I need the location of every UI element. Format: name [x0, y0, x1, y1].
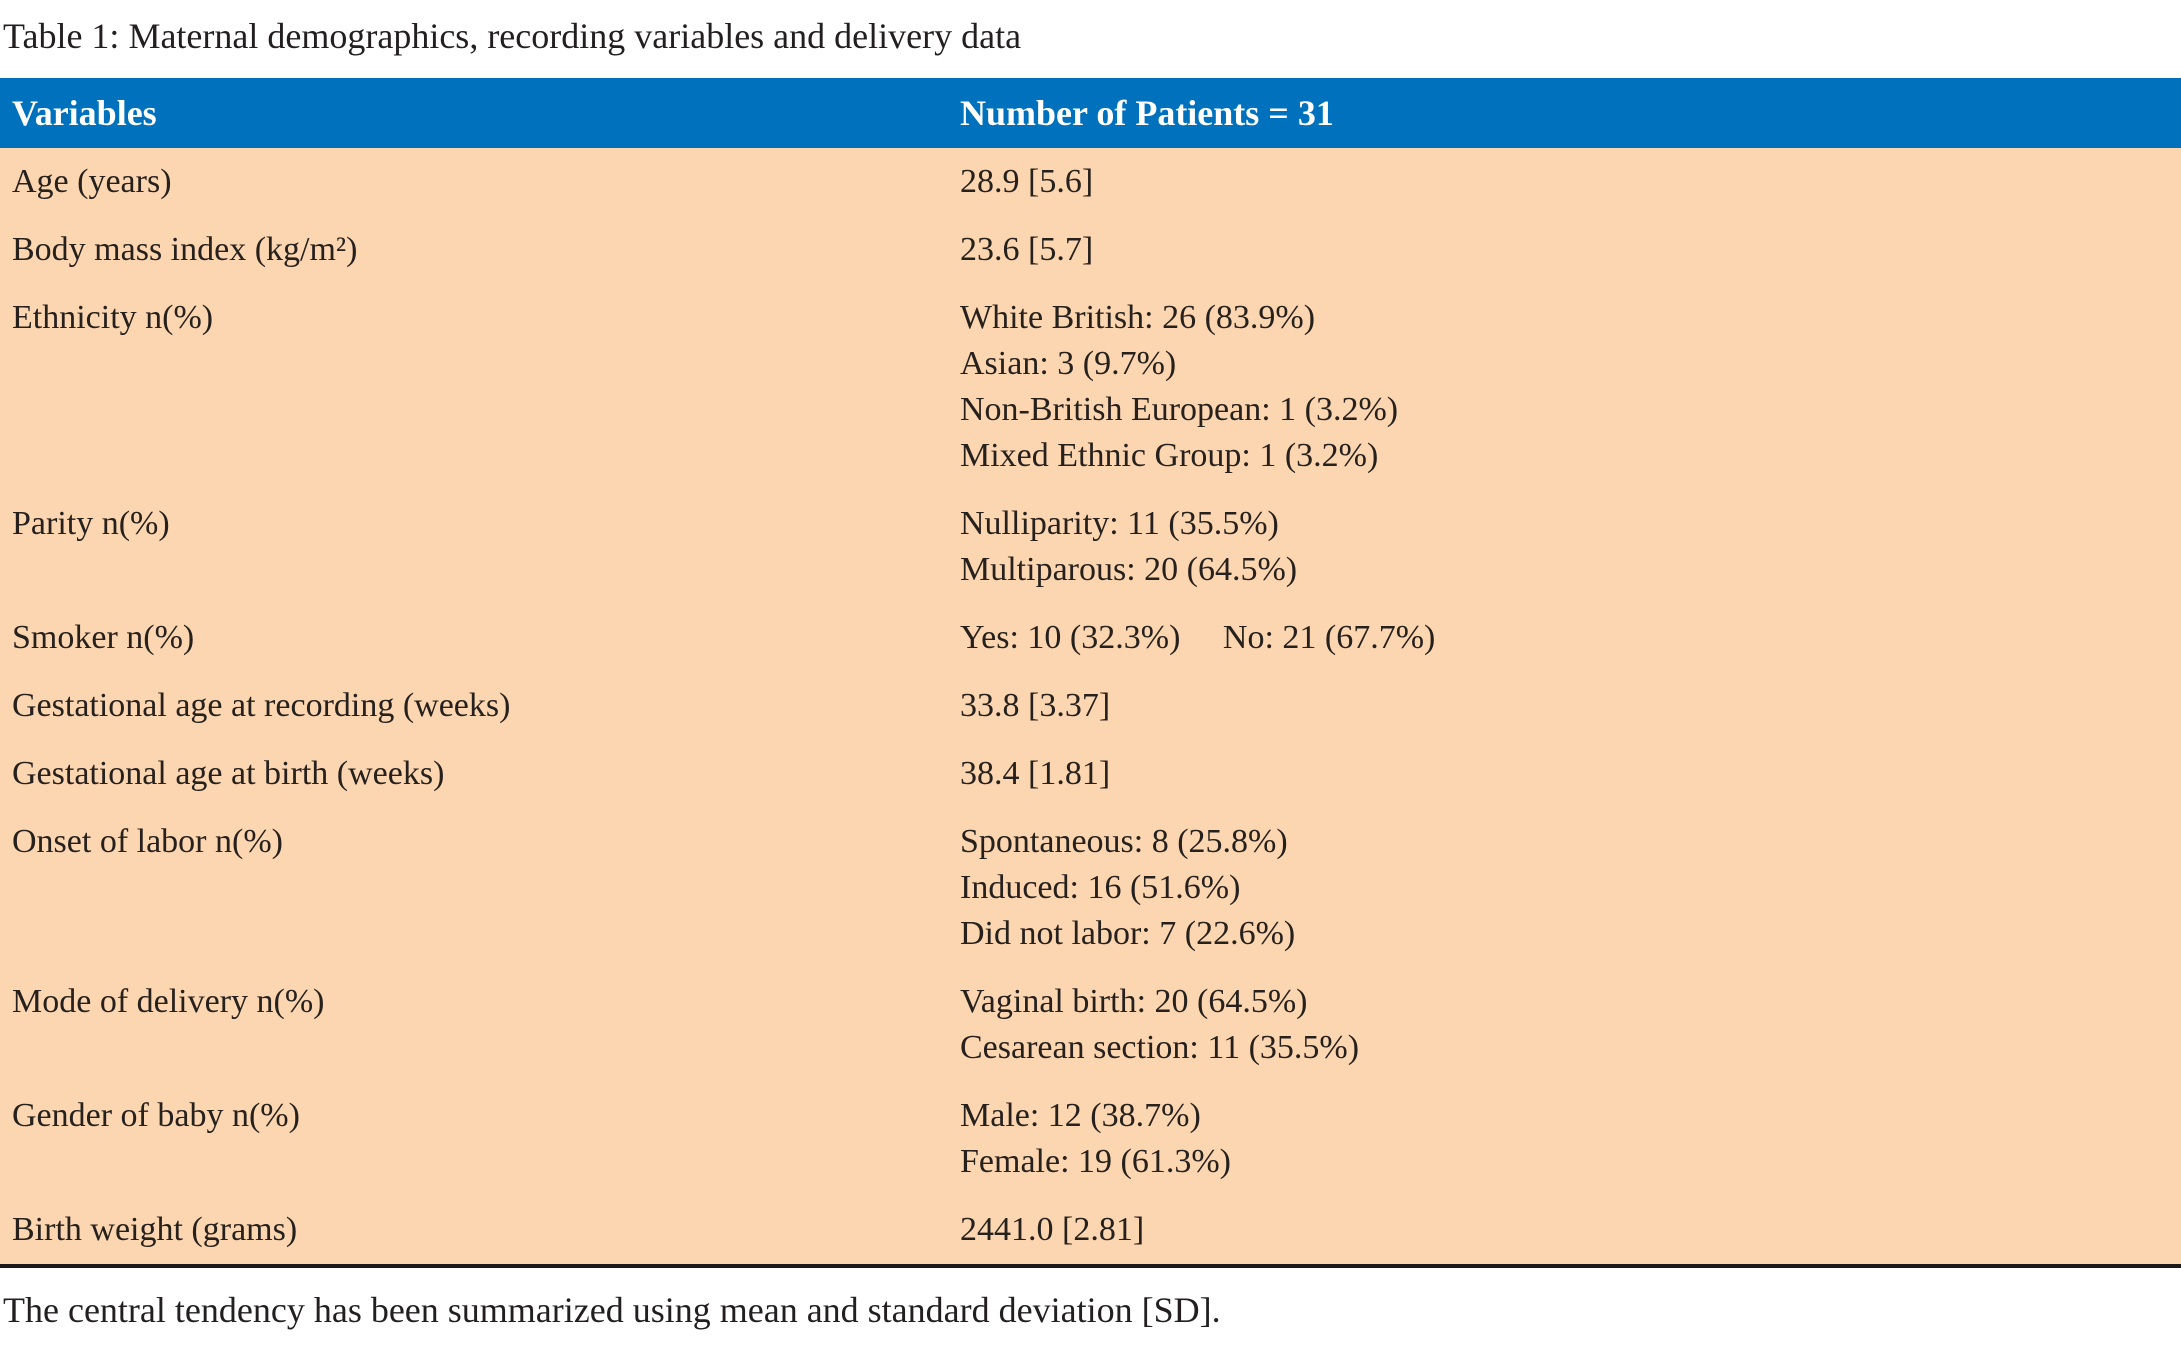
column-header-patient-count: Number of Patients = 31 — [948, 78, 2181, 148]
table-row: Age (years) 28.9 [5.6] — [0, 148, 2181, 216]
table-row: Mode of delivery n(%) Vaginal birth: 20 … — [0, 968, 2181, 1082]
table-row: Ethnicity n(%) White British: 26 (83.9%)… — [0, 284, 2181, 490]
column-header-variables: Variables — [0, 78, 948, 148]
row-value: Male: 12 (38.7%) Female: 19 (61.3%) — [948, 1082, 2181, 1196]
row-value: Nulliparity: 11 (35.5%) Multiparous: 20 … — [948, 490, 2181, 604]
row-value: 28.9 [5.6] — [948, 148, 2181, 216]
row-value: White British: 26 (83.9%) Asian: 3 (9.7%… — [948, 284, 2181, 490]
row-label: Gestational age at recording (weeks) — [0, 672, 948, 740]
table-footnote: The central tendency has been summarized… — [3, 1290, 1221, 1330]
row-label: Parity n(%) — [0, 490, 948, 604]
row-label: Onset of labor n(%) — [0, 808, 948, 968]
page-title: Table 1: Maternal demographics, recordin… — [3, 16, 1022, 56]
table-row: Body mass index (kg/m²) 23.6 [5.7] — [0, 216, 2181, 284]
row-label: Birth weight (grams) — [0, 1196, 948, 1266]
table-row: Gender of baby n(%) Male: 12 (38.7%) Fem… — [0, 1082, 2181, 1196]
row-label: Smoker n(%) — [0, 604, 948, 672]
row-label: Ethnicity n(%) — [0, 284, 948, 490]
row-value: 23.6 [5.7] — [948, 216, 2181, 284]
table-body: Age (years) 28.9 [5.6] Body mass index (… — [0, 148, 2181, 1266]
table-header: Variables Number of Patients = 31 — [0, 78, 2181, 148]
table-row: Parity n(%) Nulliparity: 11 (35.5%) Mult… — [0, 490, 2181, 604]
row-value: Spontaneous: 8 (25.8%) Induced: 16 (51.6… — [948, 808, 2181, 968]
table-row: Onset of labor n(%) Spontaneous: 8 (25.8… — [0, 808, 2181, 968]
row-label: Mode of delivery n(%) — [0, 968, 948, 1082]
row-value: 33.8 [3.37] — [948, 672, 2181, 740]
row-label: Gender of baby n(%) — [0, 1082, 948, 1196]
row-value: Yes: 10 (32.3%) No: 21 (67.7%) — [948, 604, 2181, 672]
row-value: 38.4 [1.81] — [948, 740, 2181, 808]
row-label: Age (years) — [0, 148, 948, 216]
row-label: Body mass index (kg/m²) — [0, 216, 948, 284]
header-row: Variables Number of Patients = 31 — [0, 78, 2181, 148]
table-row: Gestational age at recording (weeks) 33.… — [0, 672, 2181, 740]
row-value: 2441.0 [2.81] — [948, 1196, 2181, 1266]
table-row: Gestational age at birth (weeks) 38.4 [1… — [0, 740, 2181, 808]
demographics-table: Variables Number of Patients = 31 Age (y… — [0, 78, 2181, 1268]
table-row: Birth weight (grams) 2441.0 [2.81] — [0, 1196, 2181, 1266]
table-row: Smoker n(%) Yes: 10 (32.3%) No: 21 (67.7… — [0, 604, 2181, 672]
row-label: Gestational age at birth (weeks) — [0, 740, 948, 808]
row-value: Vaginal birth: 20 (64.5%) Cesarean secti… — [948, 968, 2181, 1082]
